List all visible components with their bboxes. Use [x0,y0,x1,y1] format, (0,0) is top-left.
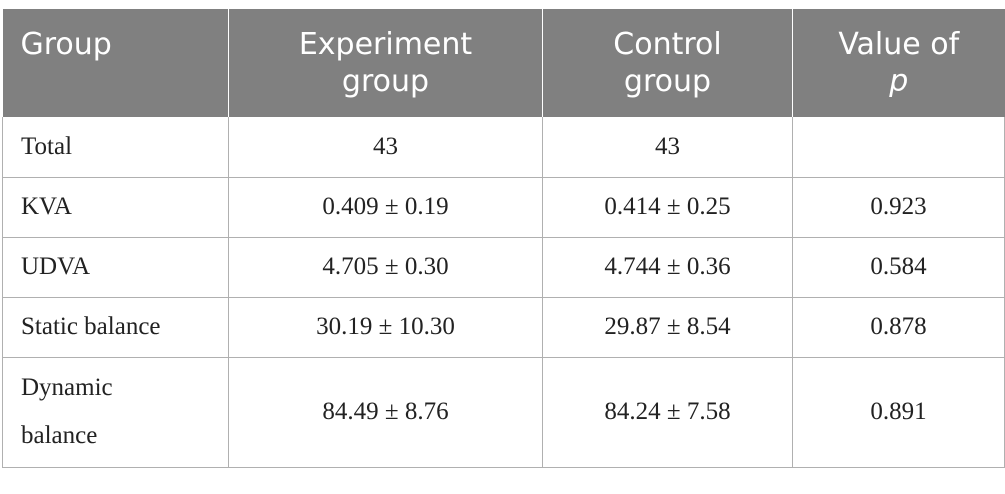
table-row: Static balance 30.19 ± 10.30 29.87 ± 8.5… [2,296,1005,358]
table-body: Total 43 43 KVA 0.409 ± 0.19 0.414 ± 0.2… [2,117,1005,468]
row-label: Total [2,117,229,178]
header-experiment-line2: group [341,64,430,99]
header-row: Group Experiment group Control group Val… [2,9,1005,117]
row-label-line1: Dynamic [21,374,113,401]
p-value: 0.878 [792,296,1005,358]
p-value [792,117,1005,178]
experiment-value: 4.705 ± 0.30 [228,236,543,298]
row-label: KVA [2,176,229,238]
row-label: Static balance [2,296,229,358]
table-row: Dynamic balance 84.49 ± 8.76 84.24 ± 7.5… [2,356,1005,468]
experiment-value: 0.409 ± 0.19 [228,176,543,238]
experiment-value: 30.19 ± 10.30 [228,296,543,358]
header-control-group: Control group [542,9,793,117]
table-row: KVA 0.409 ± 0.19 0.414 ± 0.25 0.923 [2,176,1005,238]
header-pvalue-line1: Value of [838,27,960,62]
comparison-table: Group Experiment group Control group Val… [2,9,1005,468]
row-label: UDVA [2,236,229,298]
header-group-label: Group [20,27,112,62]
header-control-line2: group [623,64,712,99]
control-value: 4.744 ± 0.36 [542,236,793,298]
header-p-value: Value of p [792,9,1005,117]
row-label-line2: balance [21,422,98,449]
table-header: Group Experiment group Control group Val… [2,9,1005,117]
experiment-value: 84.49 ± 8.76 [228,356,543,468]
control-value: 29.87 ± 8.54 [542,296,793,358]
experiment-value: 43 [228,117,543,178]
header-experiment-line1: Experiment [298,27,473,62]
control-value: 0.414 ± 0.25 [542,176,793,238]
table-row: Total 43 43 [2,117,1005,178]
header-group: Group [2,9,229,117]
header-control-line1: Control [613,27,722,62]
p-value: 0.923 [792,176,1005,238]
control-value: 84.24 ± 7.58 [542,356,793,468]
p-value: 0.584 [792,236,1005,298]
p-value: 0.891 [792,356,1005,468]
table-row: UDVA 4.705 ± 0.30 4.744 ± 0.36 0.584 [2,236,1005,298]
row-label: Dynamic balance [2,356,229,468]
header-experiment-group: Experiment group [228,9,543,117]
control-value: 43 [542,117,793,178]
header-pvalue-line2: p [889,64,909,99]
